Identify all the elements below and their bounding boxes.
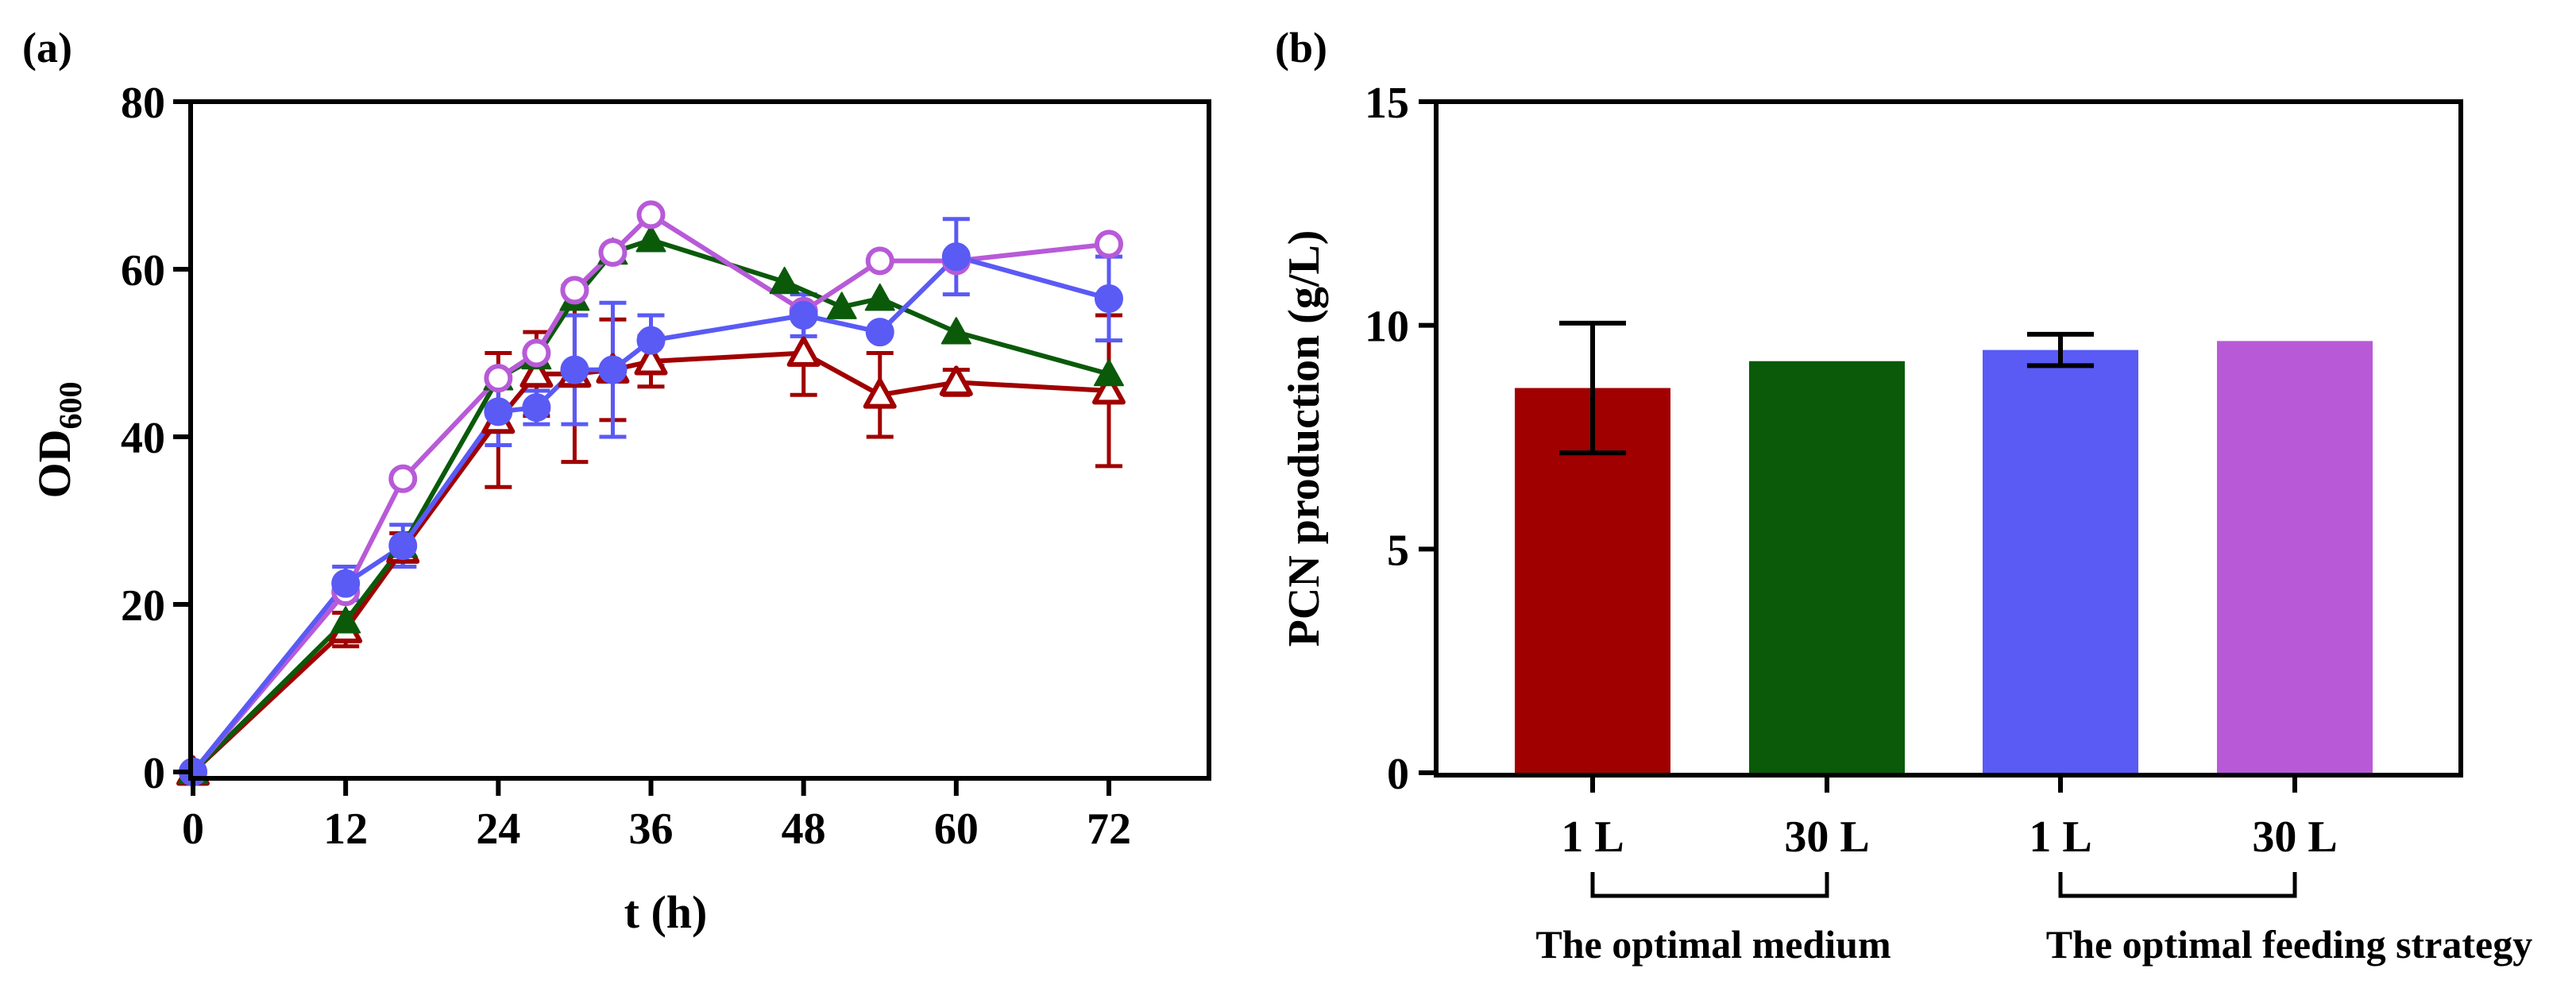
panel-b-group-brackets: The optimal medium The optimal feeding st… [1535,872,2532,967]
data-point [939,365,973,396]
data-point [560,355,589,384]
panel-b-x-axis: 1 L 30 L 1 L 30 L [1561,775,2338,862]
x-tick-label: 24 [476,805,520,854]
x-tick-label: 0 [182,805,204,854]
panel-b-label: (b) [1275,24,1327,71]
series-line [191,350,1110,774]
data-point [865,318,894,347]
x-tick-label: 1 L [1561,812,1624,862]
group-bracket [1590,872,1829,898]
data-point [522,338,551,368]
data-point [1094,358,1124,387]
data-point [598,237,628,267]
y-tick-label: 0 [1387,750,1409,799]
data-point [636,326,666,355]
panel-a-y-axis-title-subscript: 600 [52,382,88,430]
x-tick-label: 30 L [1784,812,1869,862]
bar [1749,361,1905,773]
panel-b-plot-frame [1434,99,2463,778]
data-point [634,345,668,376]
panel-a-y-axis-title-main: OD [29,430,80,499]
panel-a-y-axis: 0 20 40 60 80 [121,79,191,798]
data-point [598,355,628,384]
data-point [560,276,589,305]
data-point [330,606,361,634]
x-tick-label: 72 [1087,805,1131,854]
series-line [191,212,1110,774]
panel-b-bars [1515,341,2373,774]
y-tick-label: 0 [143,749,165,798]
y-tick-label: 5 [1387,526,1409,575]
panel-b-error-bars [1559,320,2094,456]
data-point [826,291,857,319]
bar [1983,349,2138,773]
data-point [331,569,361,598]
panel-a-label: (a) [22,24,72,71]
data-point [388,464,418,493]
data-point [635,225,666,253]
y-tick-label: 20 [121,581,165,631]
data-point [1095,284,1123,313]
panel-a-x-axis: 0 12 24 36 48 60 72 [182,778,1131,854]
data-point [484,364,513,393]
group-bracket [2058,872,2297,898]
panel-b-y-axis-title: PCN production (g/L) [1280,230,1329,647]
y-tick-label: 40 [121,414,165,463]
data-point [519,357,554,388]
data-point [865,246,894,276]
data-point [864,283,895,311]
y-tick-label: 60 [121,246,165,295]
data-point [484,397,513,426]
x-tick-label: 12 [323,805,368,854]
bar [2217,341,2373,774]
group-label: The optimal feeding strategy [2046,922,2532,967]
y-tick-label: 10 [1365,303,1409,352]
panel-a-error-bars [332,217,1122,649]
data-point [863,378,897,409]
x-tick-label: 60 [934,805,979,854]
x-tick-label: 48 [782,805,826,854]
y-tick-label: 80 [121,79,165,128]
x-tick-label: 30 L [2252,812,2337,862]
data-point [388,531,418,561]
data-point [1092,373,1126,405]
panel-a-line-chart: (a) 0 20 40 60 80 0 12 24 36 48 60 72 t (h) OD600 [22,24,1211,938]
data-point [522,393,551,423]
panel-a-y-axis-title: OD600 [29,382,88,499]
data-point [940,317,971,345]
x-tick-label: 1 L [2029,812,2091,862]
panel-b-bar-chart: (b) 0 5 10 15 1 L 30 L 1 L 30 L The optimal me… [1275,24,2532,967]
panel-a-plot-frame [188,99,1211,781]
group-label: The optimal medium [1535,922,1890,967]
panel-b-y-axis: 0 5 10 15 [1365,79,1436,799]
panel-a-series-lines [191,212,1110,774]
data-point [941,242,971,272]
y-tick-label: 15 [1365,79,1409,128]
data-point [636,200,666,230]
data-point [769,266,800,295]
data-point [789,301,818,330]
data-point [786,336,821,367]
panel-a-markers [176,200,1126,786]
x-tick-label: 36 [629,805,674,854]
panel-a-x-axis-title: t (h) [624,886,708,938]
data-point [1095,230,1123,259]
